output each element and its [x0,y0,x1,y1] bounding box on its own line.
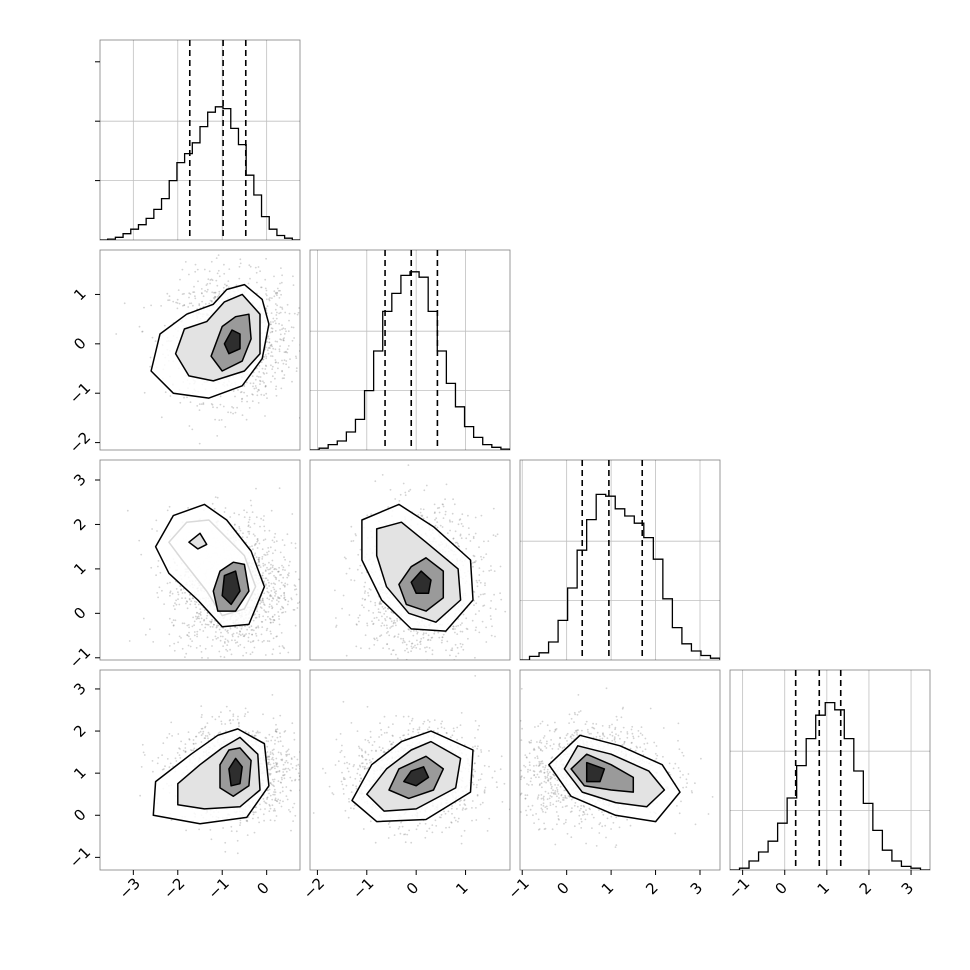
y-tick-label: 2 [70,721,89,740]
x-tick-label: 0 [403,879,422,898]
y-tick-label: 0 [70,604,89,623]
x-tick-label: −1 [725,874,753,902]
hist-panel-1 [310,250,510,450]
x-tick-label: −2 [300,874,328,902]
y-tick-label: 0 [70,334,89,353]
y-tick-label: −2 [66,428,94,456]
x-tick-label: −2 [160,874,188,902]
x-tick-label: 2 [856,879,875,898]
y-tick-label: 0 [70,806,89,825]
histogram-0 [100,106,300,240]
y-tick-label: 1 [70,285,89,304]
x-tick-label: −1 [349,874,377,902]
x-tick-label: 3 [687,879,706,898]
x-tick-label: −3 [116,874,144,902]
histogram-1 [310,271,510,450]
pair-panel-3-2 [520,687,714,848]
panel-frame [309,669,511,871]
panel-frame [99,669,301,871]
contour-3 [410,570,432,595]
pair-panel-2-0 [126,487,300,660]
pair-panel-3-0 [139,694,300,855]
contour-4 [221,570,241,606]
contour-3 [585,761,606,783]
hist-panel-2 [520,460,720,660]
histogram-2 [520,493,720,660]
contour-3 [403,766,430,787]
panel-frame [309,459,511,661]
x-tick-label: 0 [253,879,272,898]
hist-panel-3 [730,670,930,870]
x-tick-label: 1 [814,879,833,898]
y-tick-label: 3 [70,679,89,698]
panel-frame [309,249,511,451]
panel-frame [519,669,721,871]
y-tick-label: 3 [70,470,89,489]
pair-panel-1-0 [115,254,300,445]
panel-frame [519,459,721,661]
x-tick-label: 1 [598,879,617,898]
contour-2 [188,532,208,550]
x-tick-label: 0 [771,879,790,898]
histogram-3 [730,701,930,870]
x-tick-label: 1 [452,879,471,898]
x-tick-label: 2 [642,879,661,898]
panel-frame [99,249,301,451]
x-tick-label: 3 [898,879,917,898]
x-tick-label: −1 [205,874,233,902]
y-tick-label: 2 [70,515,89,534]
contour-3 [223,329,241,355]
y-tick-label: −1 [66,843,94,871]
contour-3 [228,757,243,787]
pair-panel-3-1 [312,675,510,845]
panel-frame [99,459,301,661]
y-tick-label: −1 [66,379,94,407]
hist-panel-0 [100,40,300,240]
y-tick-label: 1 [70,763,89,782]
x-tick-label: 0 [553,879,572,898]
pair-panel-2-1 [334,464,507,660]
panel-frame [729,669,931,871]
panel-frame [99,39,301,241]
y-tick-label: 1 [70,559,89,578]
y-tick-label: −1 [66,644,94,672]
x-tick-label: −1 [505,874,533,902]
